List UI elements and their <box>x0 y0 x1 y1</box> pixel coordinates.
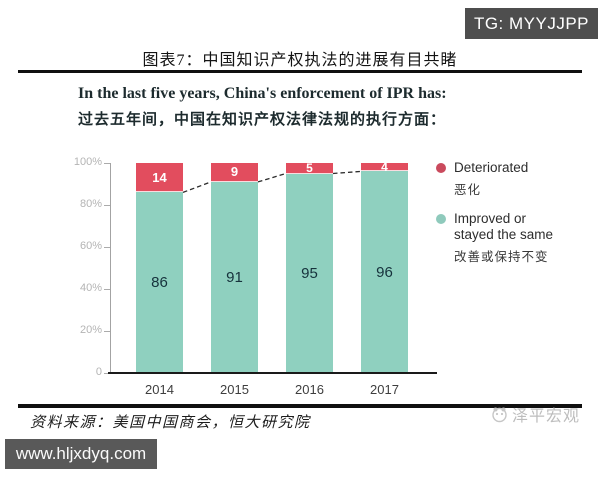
bar-2017-deteriorated-value: 4 <box>381 159 388 174</box>
source-note: 资料来源：美国中国商会，恒大研究院 <box>30 415 311 431</box>
y-axis-tick <box>104 331 110 332</box>
chart-legend: Deteriorated 恶化 Improved or stayed the sam… <box>436 160 598 278</box>
trend-line-segment <box>332 170 362 175</box>
x-axis-label-2016: 2016 <box>295 382 324 397</box>
x-axis-label-2014: 2014 <box>145 382 174 397</box>
telegram-badge-text: TG: MYYJJPP <box>473 13 590 33</box>
bar-2015-improved-value: 91 <box>226 268 243 286</box>
bar-2016-deteriorated-segment: 5 <box>286 160 333 175</box>
bar-2014-improved-segment: 86 <box>136 192 183 373</box>
y-axis-label: 60% <box>79 240 102 252</box>
y-axis-label: 0 <box>95 366 102 378</box>
chart-title-english: In the last five years, China's enforcem… <box>78 85 447 102</box>
y-axis-tick <box>104 373 110 374</box>
trend-line-segment <box>257 172 287 183</box>
x-axis-label-2015: 2015 <box>220 382 249 397</box>
website-badge: www.hljxdyq.com <box>5 439 157 469</box>
legend-labels: Improved or stayed the same 改善或保持不变 <box>454 211 566 265</box>
y-axis-tick <box>104 163 110 164</box>
website-badge-text: www.hljxdyq.com <box>15 444 147 463</box>
bar-2016-improved-segment: 95 <box>286 173 333 373</box>
y-axis-label: 100% <box>73 156 102 168</box>
bar-2017-improved-value: 96 <box>376 263 393 281</box>
trend-line-segment <box>182 181 212 194</box>
legend-label-en: Improved or stayed the same <box>454 210 554 242</box>
y-axis-label: 40% <box>79 282 102 294</box>
y-axis-tick <box>104 289 110 290</box>
bar-2015-improved-segment: 91 <box>211 181 258 373</box>
chart-title-chinese: 过去五年间，中国在知识产权法律法规的执行方面： <box>78 112 447 128</box>
legend-swatch-icon <box>436 163 446 173</box>
legend-item-deteriorated: Deteriorated 恶化 <box>436 160 598 198</box>
legend-label-en: Deteriorated <box>454 160 529 175</box>
legend-labels: Deteriorated 恶化 <box>454 160 528 198</box>
footer-divider <box>18 404 582 408</box>
zeping-logo-icon <box>491 406 508 423</box>
legend-label-zh: 改善或保持不变 <box>454 249 549 264</box>
x-axis-label-2017: 2017 <box>370 382 399 397</box>
telegram-badge: TG: MYYJJPP <box>465 8 598 39</box>
y-axis-line <box>110 163 111 373</box>
figure-title: 图表7：中国知识产权执法的进展有目共睹 <box>142 52 458 69</box>
y-axis-tick <box>104 247 110 248</box>
legend-label-zh: 恶化 <box>454 182 482 197</box>
title-divider <box>18 70 582 73</box>
y-axis-tick <box>104 205 110 206</box>
bar-2016-deteriorated-value: 5 <box>306 160 313 175</box>
bar-2015-deteriorated-value: 9 <box>230 164 239 180</box>
x-axis-baseline <box>108 372 437 374</box>
y-axis-label: 80% <box>79 198 102 210</box>
y-axis-label: 20% <box>79 324 102 336</box>
legend-item-improved: Improved or stayed the same 改善或保持不变 <box>436 211 598 265</box>
legend-swatch-icon <box>436 213 446 224</box>
bar-2016-improved-value: 95 <box>301 264 318 282</box>
bar-2014-improved-value: 86 <box>151 274 168 292</box>
bar-2017-deteriorated-segment: 4 <box>361 159 408 174</box>
bar-2015-deteriorated-segment: 9 <box>211 163 258 182</box>
bar-2014-deteriorated-value: 14 <box>152 169 167 185</box>
watermark-text: 泽平宏观 <box>512 408 581 425</box>
bar-2017-improved-segment: 96 <box>361 171 408 373</box>
watermark: 泽平宏观 <box>491 402 580 426</box>
bar-2014-deteriorated-segment: 14 <box>136 163 183 193</box>
